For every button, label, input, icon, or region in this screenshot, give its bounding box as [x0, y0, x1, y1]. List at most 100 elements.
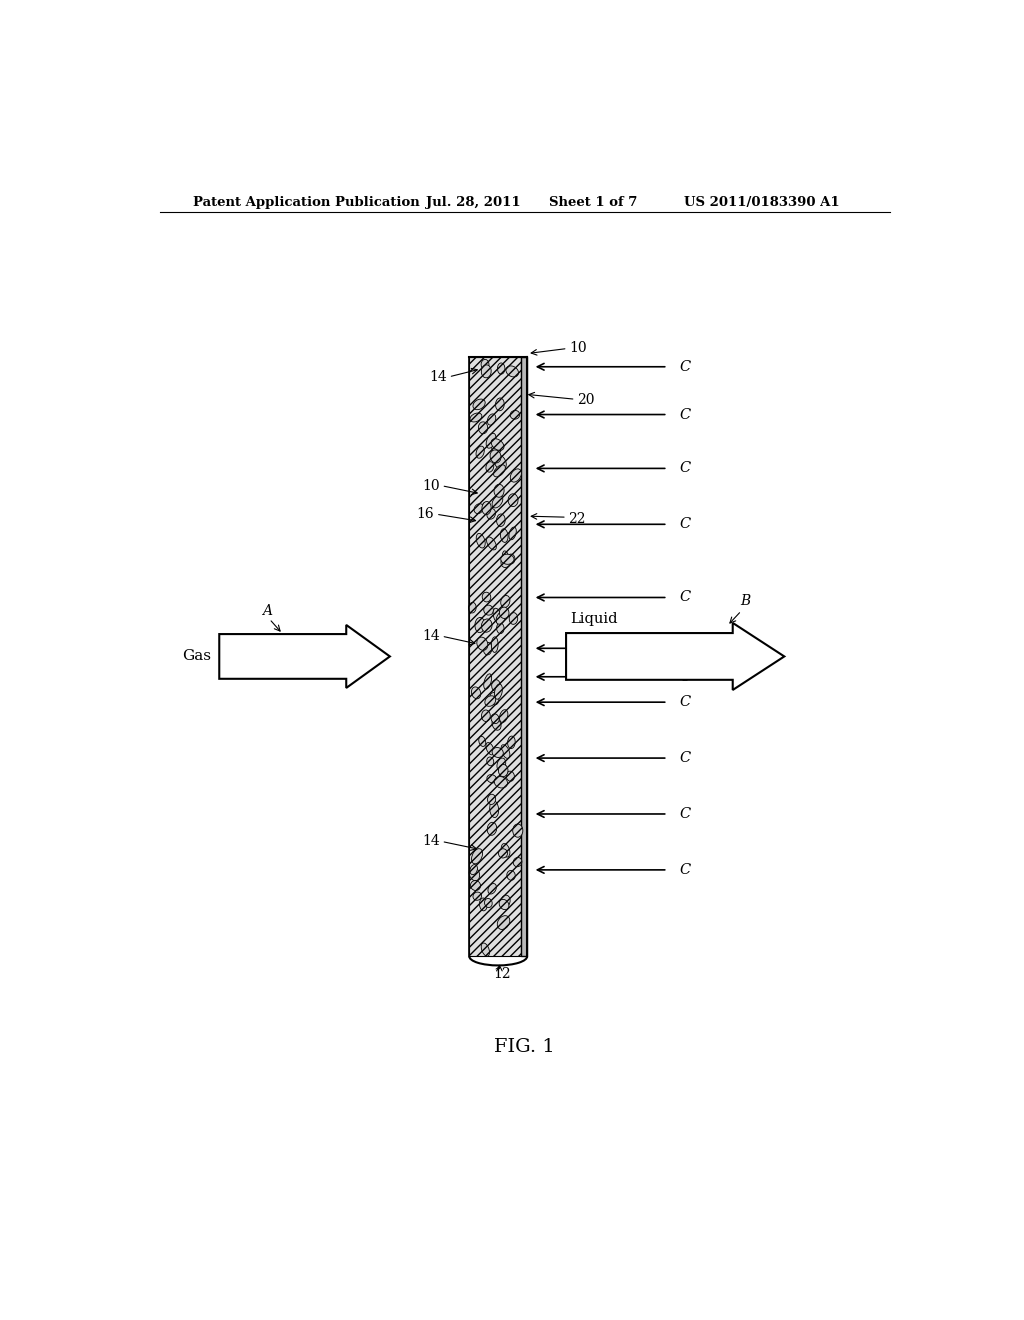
Ellipse shape: [484, 899, 493, 908]
Text: 22: 22: [568, 512, 586, 527]
Ellipse shape: [513, 824, 523, 837]
Ellipse shape: [495, 455, 506, 470]
Ellipse shape: [499, 899, 509, 909]
Text: B: B: [740, 594, 751, 607]
Polygon shape: [521, 356, 527, 956]
Ellipse shape: [499, 764, 508, 776]
Ellipse shape: [482, 502, 492, 515]
Ellipse shape: [482, 502, 489, 512]
Ellipse shape: [492, 718, 501, 730]
Ellipse shape: [501, 529, 508, 543]
Ellipse shape: [483, 643, 492, 655]
Text: US 2011/0183390 A1: US 2011/0183390 A1: [684, 195, 839, 209]
Text: C: C: [680, 863, 691, 876]
Ellipse shape: [501, 744, 510, 759]
Text: FIG. 1: FIG. 1: [495, 1038, 555, 1056]
Ellipse shape: [495, 684, 503, 700]
Ellipse shape: [482, 593, 490, 602]
Text: C: C: [680, 590, 691, 605]
Ellipse shape: [493, 747, 504, 758]
Ellipse shape: [486, 743, 494, 755]
Text: Gas: Gas: [182, 649, 211, 664]
Ellipse shape: [492, 441, 502, 454]
Ellipse shape: [501, 843, 510, 857]
Text: 14: 14: [422, 834, 440, 849]
Ellipse shape: [481, 364, 492, 378]
Ellipse shape: [481, 942, 489, 956]
FancyArrow shape: [566, 623, 784, 690]
Text: 12: 12: [494, 966, 511, 981]
Ellipse shape: [492, 714, 499, 723]
Text: C: C: [680, 642, 691, 655]
Text: C: C: [680, 807, 691, 821]
Ellipse shape: [470, 865, 477, 875]
Ellipse shape: [473, 399, 485, 409]
Ellipse shape: [494, 465, 506, 477]
Text: 14: 14: [422, 630, 440, 643]
Ellipse shape: [486, 433, 496, 449]
Ellipse shape: [509, 612, 518, 624]
Ellipse shape: [487, 414, 496, 425]
Text: 10: 10: [569, 342, 587, 355]
Text: 14: 14: [429, 370, 447, 384]
Ellipse shape: [474, 504, 483, 513]
Text: C: C: [680, 751, 691, 766]
Ellipse shape: [479, 737, 485, 746]
Ellipse shape: [508, 737, 515, 748]
Ellipse shape: [469, 867, 479, 880]
Ellipse shape: [486, 462, 494, 473]
Ellipse shape: [507, 554, 515, 564]
Ellipse shape: [489, 693, 499, 705]
Text: C: C: [680, 360, 691, 374]
Text: C: C: [680, 517, 691, 532]
Text: Jul. 28, 2011: Jul. 28, 2011: [426, 195, 520, 209]
Ellipse shape: [497, 513, 505, 527]
Ellipse shape: [506, 366, 518, 378]
Text: Patent Application Publication: Patent Application Publication: [194, 195, 420, 209]
Ellipse shape: [486, 537, 497, 550]
Ellipse shape: [501, 554, 511, 568]
Ellipse shape: [496, 611, 506, 624]
Ellipse shape: [498, 916, 510, 929]
Ellipse shape: [498, 363, 505, 374]
Ellipse shape: [481, 619, 492, 632]
Ellipse shape: [499, 849, 508, 858]
Ellipse shape: [481, 359, 489, 370]
Ellipse shape: [501, 554, 514, 565]
Text: 10: 10: [422, 479, 440, 492]
Ellipse shape: [509, 527, 516, 540]
Ellipse shape: [507, 870, 515, 880]
Ellipse shape: [503, 550, 509, 565]
Ellipse shape: [501, 595, 510, 607]
Text: A: A: [262, 603, 272, 618]
Text: 16: 16: [416, 507, 433, 521]
Ellipse shape: [477, 638, 487, 651]
Ellipse shape: [487, 795, 496, 804]
Ellipse shape: [469, 602, 476, 612]
Ellipse shape: [492, 680, 501, 692]
FancyArrow shape: [219, 624, 390, 688]
Polygon shape: [469, 356, 521, 956]
Ellipse shape: [497, 623, 504, 634]
Ellipse shape: [476, 446, 484, 458]
Ellipse shape: [492, 438, 504, 450]
Text: Sheet 1 of 7: Sheet 1 of 7: [549, 195, 637, 209]
Ellipse shape: [470, 880, 480, 891]
Text: C: C: [680, 462, 691, 475]
Ellipse shape: [497, 758, 506, 771]
Ellipse shape: [490, 450, 501, 463]
Ellipse shape: [487, 775, 497, 783]
Ellipse shape: [478, 422, 487, 434]
Ellipse shape: [487, 822, 497, 836]
Ellipse shape: [506, 771, 514, 781]
Ellipse shape: [471, 849, 482, 863]
Ellipse shape: [483, 673, 492, 689]
Ellipse shape: [476, 533, 485, 548]
Ellipse shape: [481, 710, 490, 722]
Ellipse shape: [492, 636, 498, 652]
Ellipse shape: [495, 776, 508, 788]
Text: C: C: [680, 696, 691, 709]
Ellipse shape: [500, 710, 508, 722]
Ellipse shape: [486, 508, 496, 519]
Ellipse shape: [500, 607, 509, 619]
